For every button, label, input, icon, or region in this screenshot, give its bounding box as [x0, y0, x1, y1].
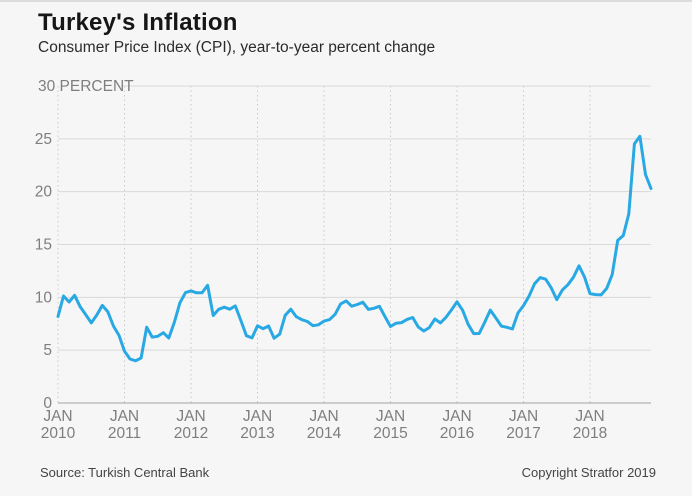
y-tick-label-5: 5 — [43, 342, 52, 359]
copyright-note: Copyright Stratfor 2019 — [521, 465, 656, 480]
x-tick-year-2014: 2014 — [307, 425, 342, 442]
y-tick-label-25: 25 — [35, 131, 52, 148]
x-tick-year-2010: 2010 — [41, 425, 76, 442]
x-tick-month-2013: JAN — [243, 408, 272, 425]
chart-subtitle: Consumer Price Index (CPI), year-to-year… — [38, 39, 436, 56]
x-tick-month-2014: JAN — [309, 408, 338, 425]
x-tick-year-2018: 2018 — [573, 425, 607, 442]
x-tick-month-2010: JAN — [43, 408, 72, 425]
source-note: Source: Turkish Central Bank — [40, 465, 210, 480]
x-tick-month-2017: JAN — [509, 408, 538, 425]
y-axis-unit-label: 30 PERCENT — [38, 78, 134, 95]
x-tick-month-2015: JAN — [376, 408, 405, 425]
x-tick-year-2015: 2015 — [373, 425, 407, 442]
x-tick-year-2011: 2011 — [108, 425, 141, 442]
x-tick-month-2016: JAN — [442, 408, 471, 425]
x-tick-month-2011: JAN — [110, 408, 139, 425]
y-tick-label-20: 20 — [35, 184, 53, 201]
y-tick-label-15: 15 — [35, 237, 52, 254]
x-tick-month-2012: JAN — [176, 408, 205, 425]
cpi-line-series — [56, 134, 653, 363]
x-tick-year-2017: 2017 — [506, 425, 540, 442]
x-tick-year-2016: 2016 — [440, 425, 474, 442]
chart-title: Turkey's Inflation — [38, 9, 238, 36]
x-tick-month-2018: JAN — [575, 408, 604, 425]
x-tick-year-2013: 2013 — [240, 425, 274, 442]
y-tick-label-10: 10 — [35, 289, 53, 306]
x-tick-year-2012: 2012 — [174, 425, 208, 442]
y-tick-label-0: 0 — [43, 395, 52, 412]
